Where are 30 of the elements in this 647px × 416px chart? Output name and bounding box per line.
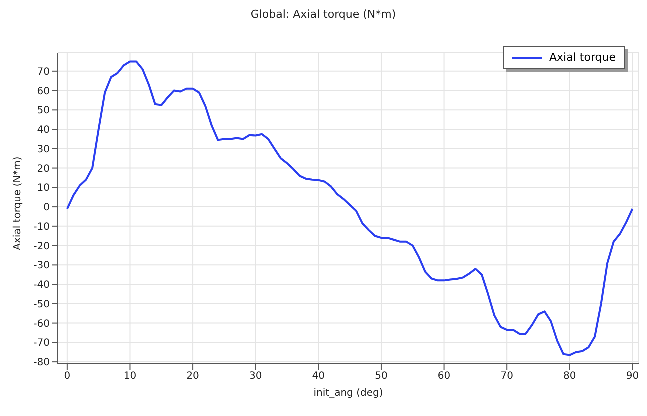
y-tick-label: 20 (37, 164, 50, 175)
legend-label: Axial torque (550, 51, 616, 64)
x-tick-label: 60 (438, 371, 451, 382)
x-tick-label: 80 (564, 371, 576, 382)
y-tick-label: -80 (34, 358, 50, 369)
x-tick-label: 0 (64, 371, 71, 382)
y-tick-label: 50 (37, 106, 50, 117)
x-tick-label: 20 (186, 371, 200, 382)
y-tick-label: -40 (34, 280, 50, 292)
y-tick-label: -70 (34, 338, 50, 350)
x-tick-label: 50 (375, 371, 388, 382)
y-tick-label: 30 (37, 144, 50, 156)
y-axis-title: Axial torque (N*m) (12, 156, 24, 252)
x-tick-label: 90 (626, 371, 640, 382)
x-tick-label: 40 (312, 371, 326, 382)
chart-title: Global: Axial torque (N*m) (250, 8, 398, 21)
y-tick-label: -50 (34, 299, 50, 310)
y-tick-label: -30 (34, 260, 50, 272)
y-tick-label: 40 (37, 125, 50, 136)
y-tick-label: -60 (34, 318, 50, 330)
y-tick-label: -10 (34, 222, 50, 233)
x-axis-title: init_ang (deg) (314, 388, 384, 399)
y-tick-label: -20 (34, 241, 50, 252)
y-tick-label: 60 (37, 86, 50, 98)
y-tick-label: 0 (44, 202, 50, 214)
x-tick-label: 70 (500, 371, 514, 382)
y-tick-label: 70 (37, 66, 50, 78)
x-tick-label: 10 (124, 371, 137, 382)
x-tick-label: 30 (249, 371, 262, 382)
y-tick-label: 10 (37, 183, 50, 194)
